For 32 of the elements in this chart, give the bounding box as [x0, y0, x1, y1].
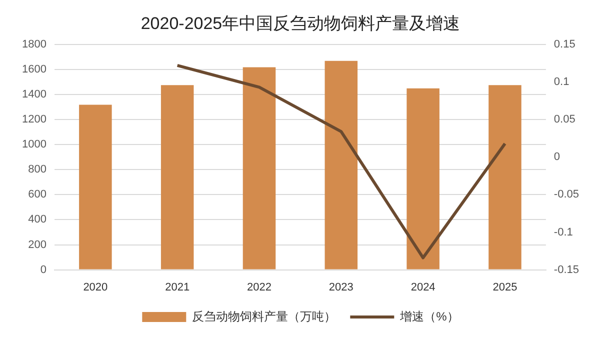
bar [488, 85, 522, 270]
x-tick-label: 2025 [492, 281, 518, 294]
bar [79, 104, 112, 270]
bar [242, 67, 276, 270]
bar [406, 88, 440, 270]
legend-label: 增速（%） [399, 309, 459, 324]
y2-tick-label: 0 [554, 151, 560, 164]
bar [324, 60, 358, 270]
x-tick-label: 2020 [83, 281, 108, 294]
bar [160, 85, 194, 270]
y2-tick-label: 0.05 [554, 114, 576, 126]
y-tick-label: 0 [40, 264, 46, 276]
y-tick-label: 1400 [22, 88, 46, 101]
y-tick-label: 400 [28, 214, 46, 226]
y2-tick-label: 0.15 [554, 38, 576, 50]
y-tick-label: 200 [28, 238, 46, 251]
y-tick-label: 1600 [22, 63, 46, 76]
y-tick-label: 1200 [22, 114, 46, 126]
y2-tick-label: -0.15 [554, 264, 580, 276]
x-tick-label: 2022 [247, 281, 272, 294]
y-tick-label: 800 [28, 164, 46, 176]
x-tick-label: 2023 [328, 281, 354, 294]
x-tick-label: 2021 [165, 281, 190, 294]
y2-tick-label: -0.05 [554, 188, 580, 201]
legend-label: 反刍动物饲料产量（万吨） [192, 309, 336, 324]
y2-tick-label: -0.1 [554, 226, 573, 238]
y2-tick-label: 0.1 [554, 76, 570, 88]
y-tick-label: 1800 [22, 38, 46, 50]
y-tick-label: 1000 [22, 138, 46, 151]
y-tick-label: 600 [28, 188, 46, 201]
x-tick-label: 2024 [410, 281, 436, 294]
chart-title: 2020-2025年中国反刍动物饲料产量及增速 [140, 14, 460, 33]
